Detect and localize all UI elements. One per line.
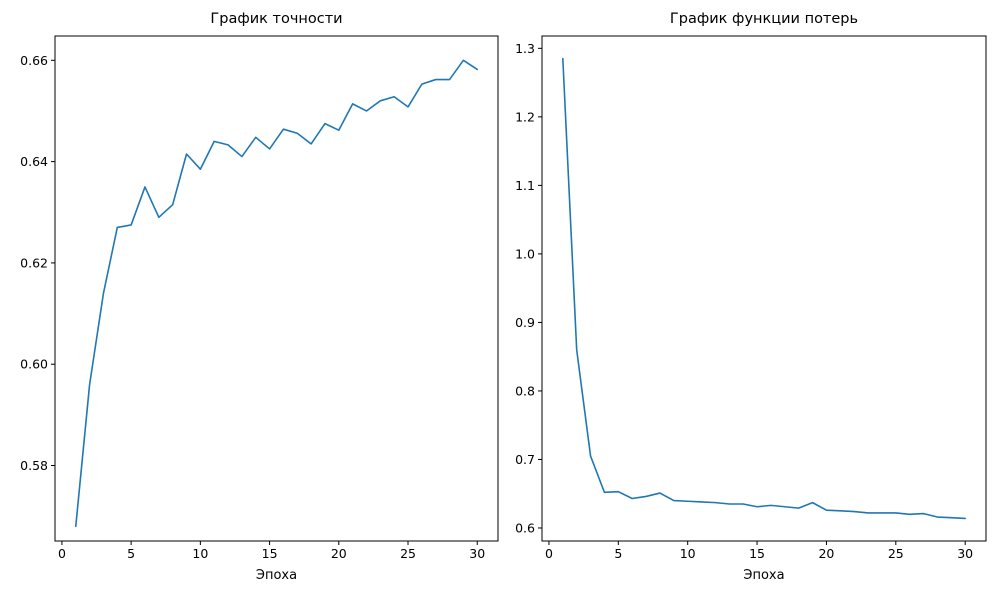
- accuracy-chart-title: График точности: [210, 11, 343, 27]
- accuracy-x-tick-label: 5: [127, 546, 135, 561]
- loss-data-point: [853, 511, 855, 513]
- accuracy-x-tick-label: 10: [192, 546, 208, 561]
- accuracy-data-point: [186, 153, 188, 155]
- loss-data-point: [673, 500, 675, 502]
- accuracy-data-point: [407, 106, 409, 108]
- loss-y-tick-label: 1.1: [515, 178, 535, 193]
- loss-chart-title: График функции потерь: [669, 11, 859, 27]
- loss-data-point: [895, 512, 897, 514]
- accuracy-x-tick-label: 25: [400, 546, 416, 561]
- accuracy-series-line: [74, 59, 479, 528]
- loss-data-point: [631, 498, 633, 500]
- accuracy-data-point: [213, 141, 215, 143]
- loss-y-tick-label: 1.3: [515, 41, 535, 56]
- accuracy-data-point: [324, 123, 326, 125]
- accuracy-data-point: [421, 83, 423, 85]
- loss-data-point: [701, 501, 703, 503]
- loss-series-line: [562, 57, 966, 520]
- accuracy-data-point: [227, 144, 229, 146]
- accuracy-data-point: [366, 110, 368, 112]
- loss-y-tick-label: 0.6: [515, 520, 535, 535]
- accuracy-data-point: [172, 204, 174, 206]
- accuracy-data-point: [144, 186, 146, 188]
- accuracy-data-point: [241, 156, 243, 158]
- loss-x-axis-label: Эпоха: [743, 568, 785, 583]
- loss-axes-frame: [541, 35, 987, 542]
- loss-data-point: [798, 507, 800, 509]
- loss-x-tick-label: 15: [749, 546, 765, 561]
- accuracy-data-point: [117, 227, 119, 229]
- loss-data-point: [618, 491, 620, 493]
- loss-data-point: [784, 506, 786, 508]
- loss-data-point: [770, 505, 772, 507]
- loss-data-point: [881, 512, 883, 514]
- accuracy-data-point: [269, 148, 271, 150]
- accuracy-x-tick-label: 20: [331, 546, 347, 561]
- loss-data-point: [659, 492, 661, 494]
- accuracy-data-point: [283, 128, 285, 130]
- accuracy-data-point: [75, 526, 77, 528]
- accuracy-x-tick-label: 0: [58, 546, 66, 561]
- accuracy-data-point: [435, 79, 437, 81]
- loss-data-point: [909, 513, 911, 515]
- accuracy-y-tick-label: 0.60: [20, 357, 48, 372]
- accuracy-data-point: [310, 143, 312, 145]
- accuracy-data-point: [103, 293, 105, 295]
- loss-x-tick-label: 10: [680, 546, 696, 561]
- accuracy-data-point: [255, 137, 257, 139]
- loss-data-point: [840, 510, 842, 512]
- loss-data-point: [964, 518, 966, 520]
- loss-y-tick-label: 1.0: [515, 246, 535, 261]
- accuracy-y-tick-label: 0.62: [20, 255, 48, 270]
- loss-y-tick-label: 0.9: [515, 315, 535, 330]
- loss-chart: 0 5 10 15 20 25 30 0.6 0.7 0.8 0.9 1.0 1.1 1.2 1.3: [515, 35, 987, 561]
- accuracy-data-point: [380, 100, 382, 102]
- loss-x-tick-label: 5: [614, 546, 622, 561]
- accuracy-data-point: [352, 103, 354, 105]
- loss-data-point: [937, 516, 939, 518]
- loss-x-tick-label: 20: [818, 546, 834, 561]
- loss-data-point: [951, 517, 953, 519]
- accuracy-data-point: [200, 168, 202, 170]
- loss-data-point: [756, 506, 758, 508]
- loss-x-tick-label: 0: [545, 546, 553, 561]
- loss-data-point: [576, 349, 578, 351]
- accuracy-y-tick-label: 0.58: [20, 458, 48, 473]
- loss-y-tick-label: 1.2: [515, 109, 535, 124]
- accuracy-chart: 0 5 10 15 20 25 30 0.58 0.60 0.62 0.64 0.66: [20, 35, 499, 561]
- accuracy-y-tick-label: 0.66: [20, 53, 48, 68]
- loss-data-point: [687, 500, 689, 502]
- accuracy-x-tick-label: 15: [262, 546, 278, 561]
- accuracy-data-point: [449, 79, 451, 81]
- accuracy-data-point: [338, 129, 340, 131]
- loss-y-tick-label: 0.8: [515, 383, 535, 398]
- accuracy-data-point: [89, 384, 91, 386]
- loss-y-tick-label: 0.7: [515, 452, 535, 467]
- loss-x-tick-label: 25: [888, 546, 904, 561]
- accuracy-data-point: [130, 224, 132, 226]
- loss-data-point: [742, 503, 744, 505]
- loss-data-point: [729, 503, 731, 505]
- accuracy-x-axis-label: Эпоха: [255, 568, 298, 583]
- loss-data-point: [812, 502, 814, 504]
- loss-data-point: [826, 509, 828, 511]
- accuracy-data-point: [296, 132, 298, 134]
- loss-data-point: [604, 492, 606, 494]
- accuracy-axes-frame: [54, 35, 499, 542]
- accuracy-data-point: [393, 96, 395, 98]
- accuracy-y-tick-label: 0.64: [20, 154, 48, 169]
- loss-data-point: [867, 512, 869, 514]
- accuracy-data-point: [476, 69, 478, 71]
- loss-data-point: [562, 58, 564, 60]
- loss-data-point: [715, 502, 717, 504]
- loss-data-point: [645, 496, 647, 498]
- accuracy-x-tick-label: 30: [469, 546, 485, 561]
- accuracy-data-point: [158, 217, 160, 219]
- loss-x-tick-label: 30: [957, 546, 973, 561]
- loss-data-point: [590, 455, 592, 457]
- loss-data-point: [923, 513, 925, 515]
- accuracy-data-point: [463, 60, 465, 62]
